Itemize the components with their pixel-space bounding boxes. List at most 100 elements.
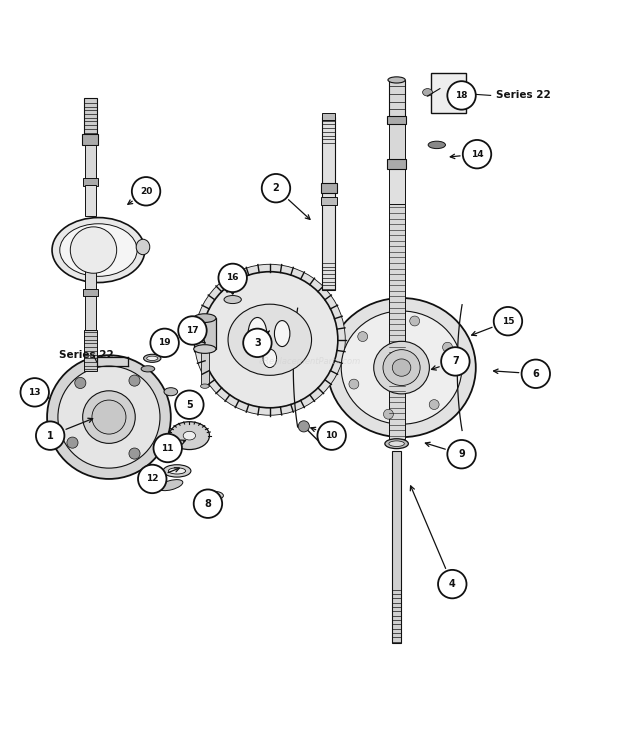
Ellipse shape bbox=[141, 366, 155, 372]
Text: 7: 7 bbox=[452, 356, 459, 367]
Bar bbox=[85, 253, 96, 290]
Bar bbox=[392, 451, 401, 643]
Text: 6: 6 bbox=[533, 369, 539, 379]
Ellipse shape bbox=[383, 350, 420, 386]
Bar bbox=[389, 203, 405, 439]
Bar bbox=[85, 185, 96, 216]
Circle shape bbox=[20, 385, 30, 395]
Ellipse shape bbox=[224, 295, 241, 303]
Bar bbox=[322, 117, 335, 290]
Circle shape bbox=[67, 437, 78, 448]
Ellipse shape bbox=[92, 400, 126, 434]
Ellipse shape bbox=[163, 464, 191, 477]
Circle shape bbox=[132, 177, 161, 206]
Ellipse shape bbox=[183, 432, 195, 440]
Circle shape bbox=[75, 378, 86, 389]
Text: 1: 1 bbox=[46, 431, 53, 440]
Ellipse shape bbox=[193, 345, 216, 354]
Text: 8: 8 bbox=[205, 499, 211, 509]
Bar bbox=[83, 178, 98, 187]
Ellipse shape bbox=[205, 491, 223, 500]
Bar bbox=[388, 159, 406, 169]
Bar bbox=[82, 133, 99, 145]
Circle shape bbox=[243, 329, 272, 357]
Text: Series 22: Series 22 bbox=[495, 90, 551, 101]
FancyBboxPatch shape bbox=[432, 72, 466, 113]
Ellipse shape bbox=[428, 141, 446, 149]
Ellipse shape bbox=[193, 313, 216, 322]
Bar bbox=[85, 145, 96, 179]
Ellipse shape bbox=[159, 480, 183, 491]
Text: 16: 16 bbox=[226, 273, 239, 282]
Bar bbox=[25, 387, 41, 392]
Circle shape bbox=[448, 440, 476, 469]
Text: eReplacementParts.com: eReplacementParts.com bbox=[259, 357, 361, 366]
Bar bbox=[321, 183, 337, 192]
Ellipse shape bbox=[374, 341, 430, 394]
Ellipse shape bbox=[147, 356, 158, 360]
Circle shape bbox=[193, 489, 222, 518]
Bar bbox=[322, 113, 335, 120]
Text: 13: 13 bbox=[29, 388, 41, 397]
Circle shape bbox=[317, 421, 346, 450]
Ellipse shape bbox=[208, 494, 219, 498]
Ellipse shape bbox=[263, 349, 277, 367]
Circle shape bbox=[36, 421, 64, 450]
Text: 14: 14 bbox=[471, 149, 484, 159]
Ellipse shape bbox=[169, 421, 210, 450]
Circle shape bbox=[438, 570, 466, 599]
Circle shape bbox=[262, 174, 290, 203]
Circle shape bbox=[298, 421, 309, 432]
Circle shape bbox=[349, 379, 359, 389]
Circle shape bbox=[129, 448, 140, 459]
Ellipse shape bbox=[82, 391, 135, 443]
Bar bbox=[389, 169, 405, 203]
Circle shape bbox=[154, 434, 182, 462]
Ellipse shape bbox=[52, 217, 145, 283]
Bar bbox=[388, 116, 406, 125]
Ellipse shape bbox=[136, 239, 150, 254]
Text: 20: 20 bbox=[140, 187, 153, 196]
Text: 9: 9 bbox=[458, 449, 465, 459]
Ellipse shape bbox=[392, 359, 411, 376]
Circle shape bbox=[358, 332, 368, 341]
Text: 15: 15 bbox=[502, 316, 514, 326]
Ellipse shape bbox=[58, 366, 160, 468]
Circle shape bbox=[494, 307, 522, 335]
Circle shape bbox=[218, 264, 247, 292]
Circle shape bbox=[448, 81, 476, 109]
Circle shape bbox=[410, 316, 420, 326]
Bar bbox=[389, 125, 405, 160]
Ellipse shape bbox=[341, 311, 462, 424]
Circle shape bbox=[178, 316, 206, 345]
Bar bbox=[85, 296, 96, 330]
Ellipse shape bbox=[144, 354, 161, 362]
Ellipse shape bbox=[385, 439, 409, 448]
Circle shape bbox=[175, 391, 203, 419]
Circle shape bbox=[20, 378, 49, 407]
Bar bbox=[321, 198, 337, 205]
Ellipse shape bbox=[275, 321, 290, 346]
Circle shape bbox=[129, 375, 140, 386]
Circle shape bbox=[384, 409, 393, 419]
Ellipse shape bbox=[47, 355, 171, 479]
Text: 4: 4 bbox=[449, 579, 456, 589]
Text: 18: 18 bbox=[455, 91, 468, 100]
Ellipse shape bbox=[200, 384, 209, 389]
Circle shape bbox=[138, 464, 167, 494]
Ellipse shape bbox=[248, 318, 267, 350]
Ellipse shape bbox=[389, 441, 404, 446]
Circle shape bbox=[202, 272, 338, 408]
Ellipse shape bbox=[388, 77, 405, 83]
Ellipse shape bbox=[423, 89, 433, 96]
Text: 5: 5 bbox=[186, 399, 193, 410]
Text: 11: 11 bbox=[161, 443, 174, 453]
Text: Series 22: Series 22 bbox=[60, 350, 114, 360]
Text: 17: 17 bbox=[186, 326, 199, 335]
Text: 12: 12 bbox=[146, 475, 159, 483]
Circle shape bbox=[151, 329, 179, 357]
Bar bbox=[84, 330, 97, 370]
Bar bbox=[389, 80, 405, 117]
Bar bbox=[83, 289, 98, 297]
Circle shape bbox=[441, 347, 469, 375]
